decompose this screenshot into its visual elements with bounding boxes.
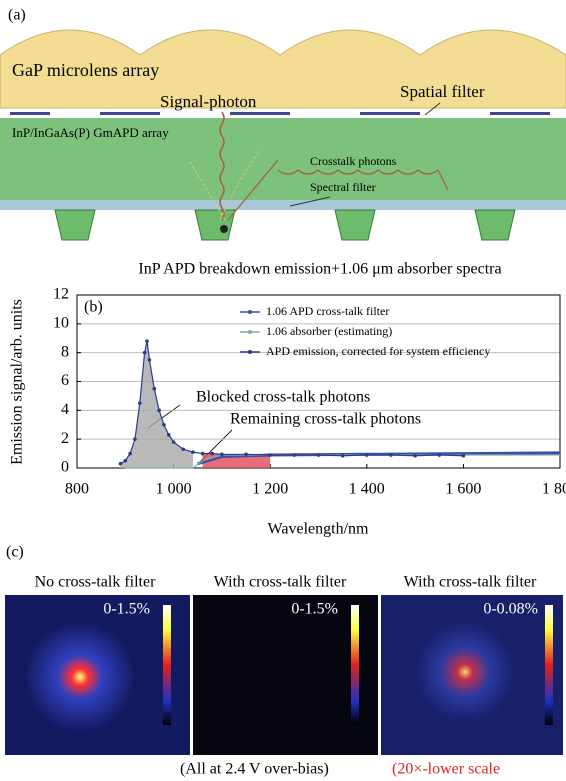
y-tick-label: 10: [53, 315, 69, 332]
data-point: [210, 451, 215, 456]
data-point: [133, 437, 137, 441]
label: Crosstalk photons: [310, 154, 397, 168]
crosstalk-path-2: [188, 149, 261, 221]
data-point: [244, 452, 248, 457]
colorbar: [545, 605, 553, 725]
arrow: [289, 196, 331, 207]
x-tick-label: 1 400: [349, 481, 385, 498]
data-point: [142, 350, 147, 355]
legend-label: APD emission, corrected for system effic…: [266, 344, 490, 358]
spectral-layer: [0, 200, 566, 210]
y-tick-label: 12: [53, 286, 69, 303]
data-point: [128, 451, 132, 456]
data-point: [365, 453, 369, 457]
panel-b: InP APD breakdown emission+1.06 μm absor…: [9, 261, 566, 538]
data-point: [162, 422, 166, 427]
image-title: No cross-talk filter: [35, 574, 157, 591]
arrow: [424, 102, 441, 116]
image: [193, 595, 378, 755]
colorbar: [163, 605, 171, 725]
image-spot: [25, 622, 135, 732]
label: GaP microlens array: [12, 60, 159, 80]
data-point: [157, 408, 161, 413]
crosstalk-path: [227, 159, 449, 221]
panel-c: (c) No cross-talk filter With cross-talk…: [5, 544, 563, 778]
data-point: [118, 461, 123, 466]
data-point: [145, 339, 149, 343]
y-axis-label: Emission signal/arb. units: [9, 299, 26, 465]
data-point: [166, 433, 171, 437]
image-title: With cross-talk filter: [404, 574, 537, 591]
legend-label: 1.06 APD cross-talk filter: [266, 304, 389, 318]
data-point: [181, 447, 186, 452]
data-point: [220, 452, 224, 457]
scale-label: 0-1.5%: [291, 601, 338, 618]
panel-label: (c): [6, 544, 24, 561]
scale-label: 0-1.5%: [103, 601, 150, 618]
caption: (All at 2.4 V over-bias): [180, 761, 329, 778]
data-point: [389, 453, 393, 457]
panel-label: (a): [8, 7, 26, 24]
data-point: [171, 440, 176, 444]
series-line: [120, 341, 464, 465]
data-point: [200, 451, 205, 456]
x-tick-label: 1 600: [445, 481, 481, 498]
x-axis-label: Wavelength/nm: [268, 521, 369, 538]
x-tick-label: 1 200: [252, 481, 288, 498]
data-point: [413, 453, 417, 458]
colorbar: [351, 605, 359, 725]
label: Signal-photon: [160, 92, 257, 111]
y-tick-label: 0: [61, 459, 69, 476]
panel-label: (b): [84, 299, 103, 316]
data-point: [268, 453, 273, 457]
legend-marker: [248, 310, 252, 314]
data-point: [137, 401, 142, 405]
data-point: [461, 453, 466, 458]
apd-layer: [0, 118, 566, 200]
spatial-filter: [10, 112, 550, 115]
y-tick-label: 2: [61, 430, 69, 447]
scale-label: 0-0.08%: [483, 601, 538, 618]
image-title: With cross-talk filter: [214, 574, 347, 591]
image-spot: [415, 622, 515, 722]
data-point: [123, 458, 128, 463]
panel-a: (a) GaP microlens array Signal-photon Sp…: [0, 7, 566, 241]
data-point: [191, 450, 195, 454]
data-point: [340, 453, 345, 458]
detector: [220, 225, 228, 233]
data-point: [437, 453, 442, 457]
label: Spectral filter: [310, 180, 376, 194]
plot-frame: [76, 294, 561, 469]
signal-photon: [219, 111, 225, 221]
x-tick-label: 800: [65, 481, 89, 498]
mesas: [54, 209, 516, 241]
shaded-area: [120, 341, 193, 468]
legend-marker: [248, 350, 252, 354]
x-tick-label: 1 800: [542, 481, 566, 498]
legend-marker: [248, 330, 252, 334]
chart-title: InP APD breakdown emission+1.06 μm absor…: [138, 261, 501, 278]
label: Spatial filter: [400, 82, 485, 101]
x-tick-label: 1 000: [156, 481, 192, 498]
data-point: [316, 453, 321, 457]
data-point: [292, 453, 297, 457]
data-point: [147, 358, 152, 362]
y-tick-label: 8: [61, 343, 69, 360]
y-tick-label: 6: [61, 372, 69, 389]
label: InP/InGaAs(P) GmAPD array: [12, 125, 169, 140]
legend-label: 1.06 absorber (estimating): [266, 324, 392, 338]
annotation: Remaining cross-talk photons: [230, 411, 421, 428]
y-tick-label: 4: [61, 401, 69, 418]
caption: (20×-lower scale: [392, 761, 500, 778]
annotation: Blocked cross-talk photons: [196, 389, 370, 406]
data-point: [152, 386, 157, 391]
microlens: [0, 29, 566, 109]
